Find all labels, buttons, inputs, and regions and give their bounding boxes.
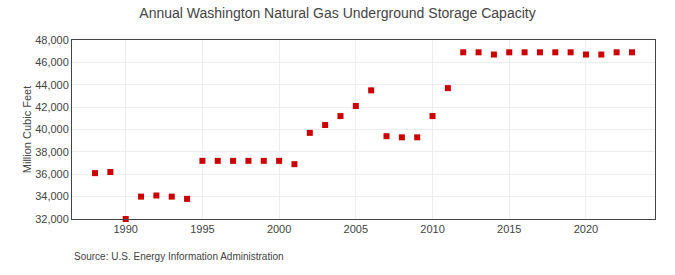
svg-text:2015: 2015 bbox=[497, 223, 521, 235]
svg-text:34,000: 34,000 bbox=[35, 190, 69, 202]
svg-text:44,000: 44,000 bbox=[35, 79, 69, 91]
svg-text:2000: 2000 bbox=[267, 223, 291, 235]
svg-text:1990: 1990 bbox=[113, 223, 137, 235]
svg-text:2005: 2005 bbox=[344, 223, 368, 235]
svg-text:48,000: 48,000 bbox=[35, 34, 69, 46]
svg-text:40,000: 40,000 bbox=[35, 123, 69, 135]
svg-text:2010: 2010 bbox=[420, 223, 444, 235]
svg-text:42,000: 42,000 bbox=[35, 101, 69, 113]
svg-text:38,000: 38,000 bbox=[35, 146, 69, 158]
svg-text:Annual Washington Natural Gas: Annual Washington Natural Gas Undergroun… bbox=[139, 5, 535, 21]
svg-text:2020: 2020 bbox=[574, 223, 598, 235]
svg-text:1995: 1995 bbox=[190, 223, 214, 235]
svg-text:32,000: 32,000 bbox=[35, 213, 69, 225]
svg-text:Million Cubic Feet: Million Cubic Feet bbox=[21, 86, 33, 173]
svg-text:Source: U.S. Energy Informatio: Source: U.S. Energy Information Administ… bbox=[74, 251, 284, 262]
svg-text:36,000: 36,000 bbox=[35, 168, 69, 180]
svg-text:46,000: 46,000 bbox=[35, 56, 69, 68]
